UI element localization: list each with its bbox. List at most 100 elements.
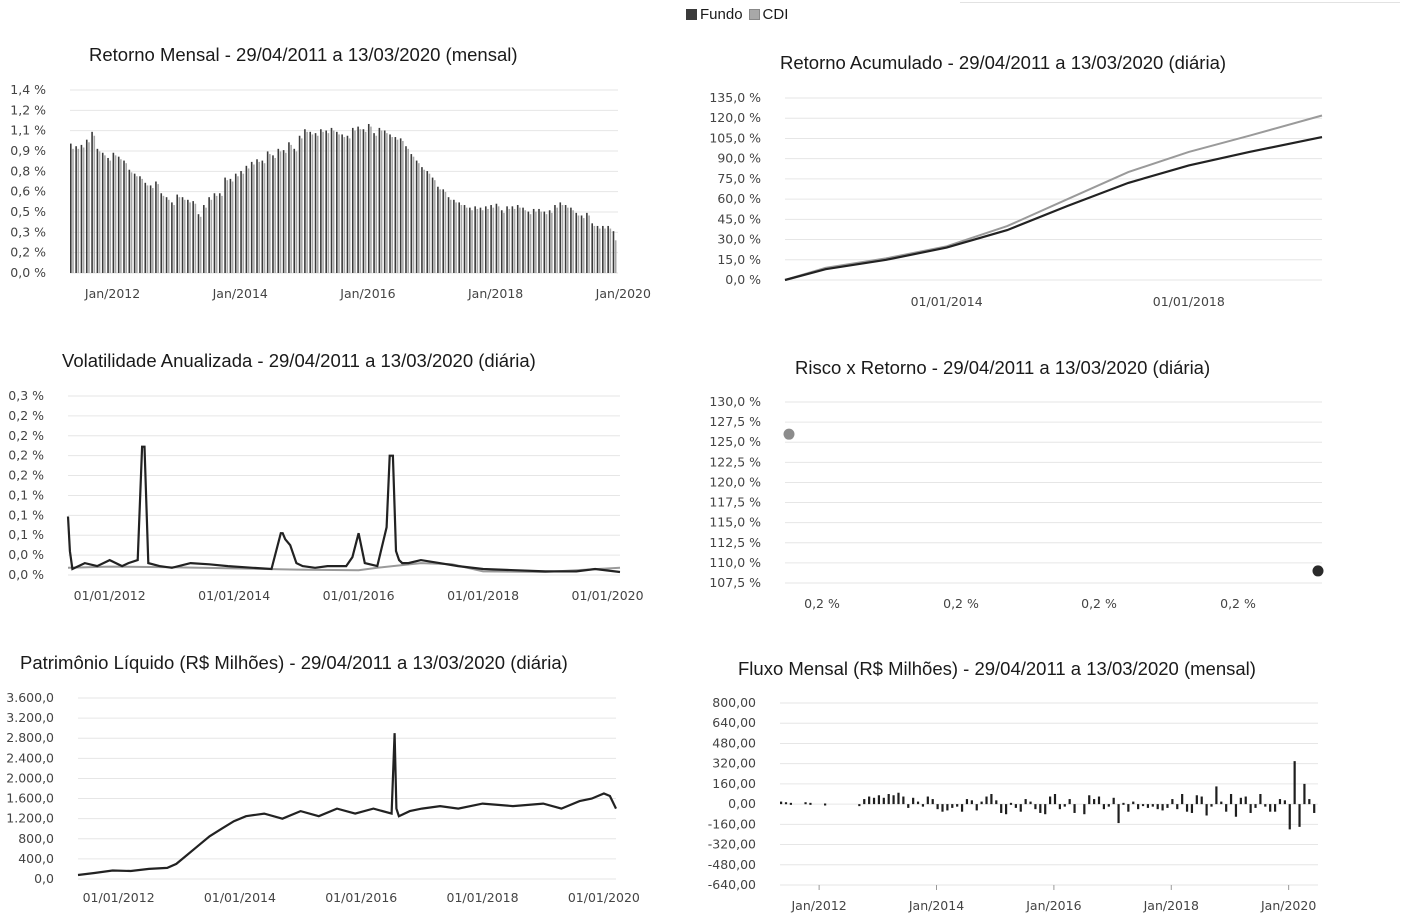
bar-cdi <box>93 135 96 273</box>
bar-fundo <box>421 167 423 273</box>
bar-cdi <box>444 191 447 273</box>
bar-cdi <box>258 161 261 273</box>
bar-fundo <box>506 206 508 273</box>
bar-fundo <box>1269 804 1272 812</box>
bar-fundo <box>1195 795 1198 805</box>
bar-cdi <box>104 155 106 273</box>
bar-cdi <box>386 133 388 273</box>
bar-cdi <box>566 207 569 273</box>
y-tick-label: 15,0 % <box>717 252 761 267</box>
bar-cdi <box>418 163 420 273</box>
bar-fundo <box>341 134 343 273</box>
bar-cdi <box>396 139 399 273</box>
bar-fundo <box>1234 804 1238 817</box>
bar-fundo <box>527 211 530 273</box>
bar-cdi <box>285 152 287 273</box>
bar-fundo <box>877 795 881 805</box>
bar-fundo <box>912 797 915 805</box>
bar-fundo <box>133 173 136 273</box>
bar-fundo <box>591 223 593 273</box>
bar-fundo <box>144 182 147 273</box>
x-tick-label: 01/01/2020 <box>572 588 644 603</box>
bar-cdi <box>529 214 532 273</box>
bar-cdi <box>221 195 223 273</box>
bar-cdi <box>513 208 516 273</box>
y-tick-label: 0,2 % <box>8 428 44 443</box>
bar-fundo <box>1215 786 1218 805</box>
bar-cdi <box>183 199 186 273</box>
top-divider <box>960 2 1400 3</box>
bar-fundo <box>1313 804 1316 813</box>
bar-cdi <box>439 189 441 273</box>
bar-fundo <box>357 126 359 273</box>
bar-cdi <box>146 185 149 273</box>
bar-cdi <box>380 130 383 273</box>
chart-retorno-acumulado: 0,0 % 15,0 % 30,0 % 45,0 % 60,0 % 75,0 % 90,0 … <box>709 90 1323 309</box>
y-tick-label: 3.600,0 <box>6 690 54 705</box>
bar-fundo <box>1303 783 1306 805</box>
y-tick-label: 480,00 <box>712 735 756 750</box>
series-line-fundo <box>77 733 617 877</box>
bar-cdi <box>588 215 590 273</box>
x-tick-label: Jan/2018 <box>467 286 523 301</box>
bar-fundo <box>1068 799 1071 805</box>
chart-title-volatilidade: Volatilidade Anualizada - 29/04/2011 a 1… <box>62 350 536 371</box>
bar-fundo <box>956 804 959 807</box>
bar-fundo <box>261 160 264 273</box>
y-tick-label: 0,1 % <box>8 507 44 522</box>
bar-cdi <box>370 126 372 273</box>
x-tick-label: Jan/2012 <box>790 898 846 913</box>
y-tick-label: 3.200,0 <box>6 710 54 725</box>
bar-fundo <box>580 215 583 273</box>
y-tick-label: 0,6 % <box>10 184 46 199</box>
bar-fundo <box>1107 804 1110 807</box>
y-tick-label: 110,0 % <box>709 555 761 570</box>
bar-fundo <box>346 135 349 273</box>
bar-cdi <box>114 155 117 273</box>
bar-fundo <box>197 214 200 273</box>
bar-cdi <box>269 154 271 273</box>
series-line-fundo <box>66 445 621 574</box>
bar-fundo <box>394 137 397 273</box>
bar-cdi <box>311 134 314 273</box>
legend-item-cdi[interactable]: CDI <box>748 6 788 23</box>
bar-fundo <box>1117 804 1120 824</box>
bar-fundo <box>484 206 487 273</box>
bar-fundo <box>70 143 72 273</box>
y-tick-label: -320,00 <box>708 837 756 852</box>
bar-fundo <box>192 201 194 273</box>
x-tick-label: 01/01/2014 <box>911 294 983 309</box>
x-tick-label: 01/01/2018 <box>447 588 519 603</box>
bar-fundo <box>1122 802 1125 805</box>
bar-fundo <box>980 801 983 805</box>
bar-fundo <box>1293 761 1296 805</box>
legend-item-fundo[interactable]: Fundo <box>686 6 743 23</box>
x-tick-label: 01/01/2016 <box>325 890 397 905</box>
y-tick-label: 0,00 <box>728 796 756 811</box>
bar-fundo <box>1034 804 1037 810</box>
chart-volatilidade: 0,0 % 0,0 % 0,1 % 0,1 % 0,1 % 0,2 % 0,2 % 0,2 %… <box>8 388 644 603</box>
bar-cdi <box>88 142 90 273</box>
legend: Fundo CDI <box>686 5 788 23</box>
bar-cdi <box>524 210 527 273</box>
bar-cdi <box>428 173 431 273</box>
y-tick-label: 0,0 % <box>10 265 46 280</box>
bar-fundo <box>1132 801 1135 805</box>
bar-cdi <box>77 148 80 273</box>
bar-cdi <box>295 151 298 273</box>
bar-cdi <box>167 199 170 273</box>
bar-fundo <box>1146 804 1150 808</box>
y-tick-label: 0,5 % <box>10 204 46 219</box>
bar-fundo <box>442 189 445 273</box>
bar-fundo <box>1151 804 1154 807</box>
y-tick-label: -480,00 <box>708 857 756 872</box>
bar-fundo <box>298 135 301 273</box>
bar-fundo <box>596 225 599 273</box>
bar-fundo <box>538 208 540 273</box>
bar-fundo <box>612 231 615 273</box>
bar-fundo <box>128 169 131 273</box>
bar-fundo <box>1166 804 1169 808</box>
bar-fundo <box>107 157 109 273</box>
y-tick-label: 0,2 % <box>8 448 44 463</box>
bar-cdi <box>465 207 468 273</box>
